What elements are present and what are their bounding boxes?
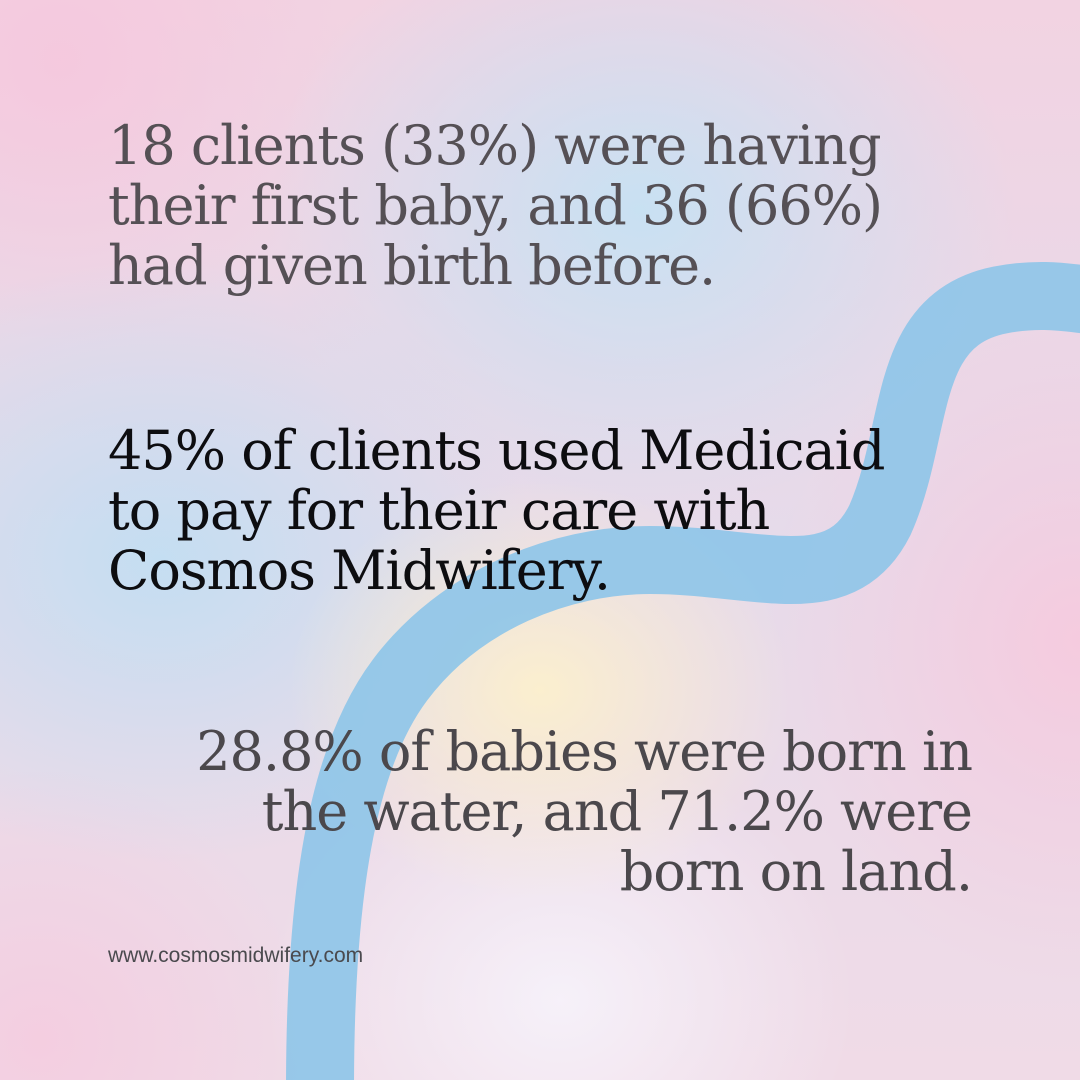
stat-medicaid-line: Cosmos Midwifery. [108,539,611,602]
stat-medicaid-line: 45% of clients used Medicaid [108,419,885,482]
stat-first-baby-line: had given birth before. [108,234,716,297]
stat-water-birth: 28.8% of babies were born in the water, … [196,720,973,903]
stat-water-birth-line: the water, and 71.2% were [261,780,973,843]
stat-first-baby-line: 18 clients (33%) were having [108,114,882,177]
stat-water-birth-line: born on land. [619,840,973,903]
website-url[interactable]: www.cosmosmidwifery.com [108,944,364,967]
stat-medicaid: 45% of clients used Medicaid to pay for … [108,421,885,601]
stat-water-birth-line: 28.8% of babies were born in [196,720,973,783]
stat-first-baby: 18 clients (33%) were having their first… [108,114,883,297]
stat-first-baby-line: their first baby, and 36 (66%) [108,174,883,237]
stat-medicaid-line: to pay for their care with [108,479,770,542]
